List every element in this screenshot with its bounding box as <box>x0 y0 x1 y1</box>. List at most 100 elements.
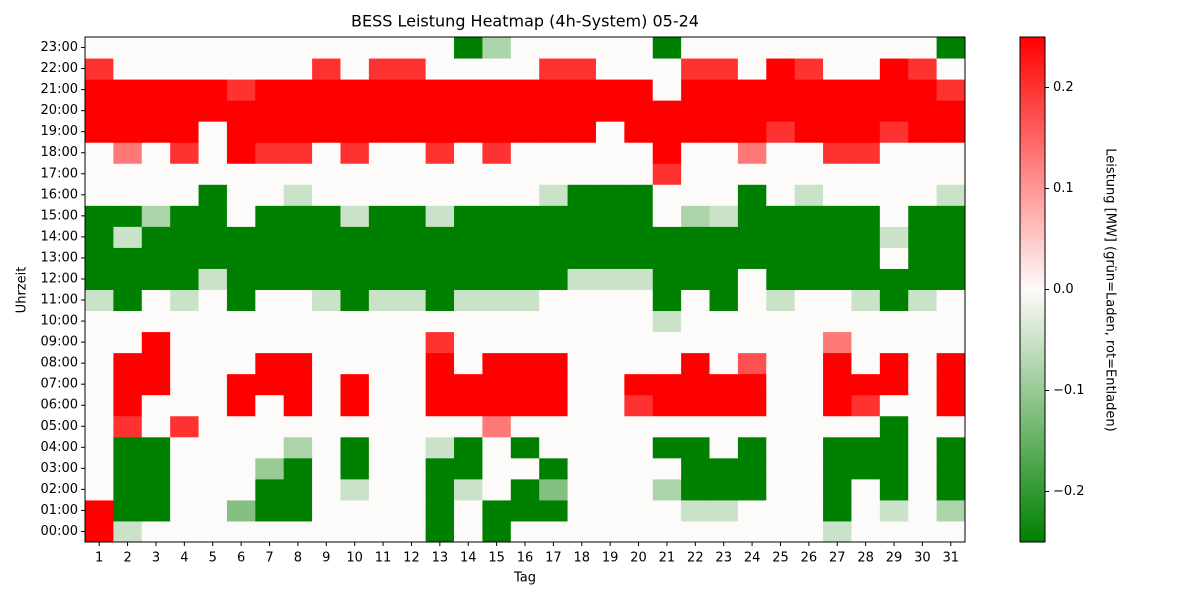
heatmap-cell <box>539 457 569 480</box>
heatmap-cell <box>340 289 370 312</box>
heatmap-cell <box>368 331 398 354</box>
heatmap-cell <box>766 289 796 312</box>
heatmap-cell <box>794 310 824 333</box>
heatmap-cell <box>397 184 427 206</box>
heatmap-cell <box>908 289 938 312</box>
heatmap-cell <box>908 121 938 143</box>
heatmap-cell <box>766 58 796 80</box>
x-tick-label: 23 <box>715 551 732 566</box>
heatmap-cell <box>482 37 512 59</box>
heatmap-cell <box>454 205 483 227</box>
heatmap-cell <box>510 415 540 438</box>
x-tick-label: 16 <box>517 551 534 566</box>
heatmap-cell <box>226 457 256 480</box>
heatmap-cell <box>340 226 370 248</box>
heatmap-cell <box>482 352 512 375</box>
heatmap-cell <box>85 58 114 80</box>
heatmap-cell <box>908 184 938 206</box>
x-tick-label: 3 <box>152 551 160 566</box>
heatmap-cell <box>737 478 767 501</box>
heatmap-cell <box>170 499 200 522</box>
heatmap-cell <box>198 163 228 185</box>
y-tick-label: 04:00 <box>41 440 78 455</box>
heatmap-cell <box>624 352 654 375</box>
heatmap-cell <box>312 184 341 206</box>
heatmap-cell <box>879 415 909 438</box>
heatmap-cell <box>312 289 341 312</box>
heatmap-cell <box>141 457 171 480</box>
heatmap-cell <box>255 478 285 501</box>
heatmap-cell <box>425 226 455 248</box>
heatmap-cell <box>482 499 512 522</box>
heatmap-cell <box>936 142 966 164</box>
y-tick-label: 07:00 <box>41 377 78 392</box>
heatmap-cell <box>397 520 427 543</box>
heatmap-cell <box>539 226 569 248</box>
heatmap-cell <box>595 247 625 269</box>
heatmap-cell <box>454 394 483 417</box>
heatmap-cell <box>340 394 370 417</box>
colorbar-tick-label: −0.2 <box>1053 484 1085 499</box>
heatmap-cell <box>794 520 824 543</box>
y-tick-label: 06:00 <box>41 398 78 413</box>
heatmap-cell <box>681 436 711 459</box>
heatmap-cell <box>879 268 909 290</box>
heatmap-cell <box>624 310 654 333</box>
heatmap-cell <box>624 184 654 206</box>
heatmap-cell <box>823 268 852 290</box>
heatmap-cell <box>113 226 143 248</box>
heatmap-cell <box>709 352 739 375</box>
heatmap-cell <box>936 79 966 101</box>
heatmap-cell <box>482 478 512 501</box>
heatmap-cell <box>936 499 966 522</box>
heatmap-cell <box>851 394 881 417</box>
heatmap-cell <box>255 37 285 59</box>
heatmap-cell <box>113 58 143 80</box>
heatmap-cell <box>482 100 512 122</box>
heatmap-cell <box>567 226 597 248</box>
heatmap-cell <box>368 457 398 480</box>
heatmap-cell <box>368 394 398 417</box>
heatmap-cell <box>397 100 427 122</box>
heatmap-cell <box>936 520 966 543</box>
heatmap-cell <box>681 499 711 522</box>
heatmap-cell <box>624 478 654 501</box>
heatmap-cell <box>823 415 852 438</box>
colorbar-label: Leistung [MW] (grün=Laden, rot=Entladen) <box>1103 148 1118 431</box>
heatmap-cell <box>510 331 540 354</box>
heatmap-cell <box>595 436 625 459</box>
x-tick-label: 29 <box>886 551 903 566</box>
x-tick-label: 2 <box>123 551 131 566</box>
heatmap-cell <box>823 436 852 459</box>
heatmap-cell <box>567 289 597 312</box>
heatmap-cell <box>567 415 597 438</box>
y-tick-label: 09:00 <box>41 335 78 350</box>
heatmap-cell <box>823 100 852 122</box>
heatmap-cell <box>737 226 767 248</box>
heatmap-cell <box>737 142 767 164</box>
heatmap-cell <box>766 352 796 375</box>
heatmap-cell <box>198 100 228 122</box>
heatmap-cell <box>539 142 569 164</box>
heatmap-cell <box>624 247 654 269</box>
heatmap-cell <box>624 100 654 122</box>
heatmap-cell <box>510 247 540 269</box>
heatmap-cell <box>283 37 313 59</box>
heatmap-cell <box>283 79 313 101</box>
heatmap-cell <box>595 373 625 396</box>
heatmap-cell <box>595 79 625 101</box>
heatmap-cell <box>340 478 370 501</box>
heatmap-cell <box>652 121 682 143</box>
heatmap-cell <box>312 226 341 248</box>
heatmap-cell <box>85 415 114 438</box>
heatmap-cell <box>85 289 114 312</box>
heatmap-cell <box>539 184 569 206</box>
heatmap-cell <box>681 415 711 438</box>
heatmap-cell <box>368 142 398 164</box>
heatmap-cell <box>368 226 398 248</box>
heatmap-cell <box>283 247 313 269</box>
heatmap-cell <box>141 373 171 396</box>
heatmap-cell <box>567 331 597 354</box>
heatmap-cell <box>170 163 200 185</box>
heatmap-cell <box>539 499 569 522</box>
